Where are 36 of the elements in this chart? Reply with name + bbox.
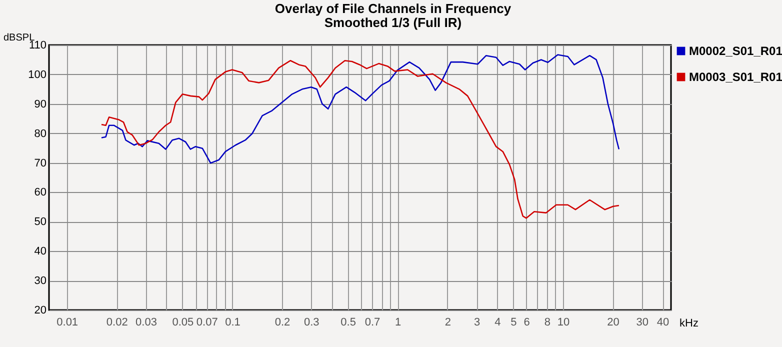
x-tick-label: 0.07 <box>196 316 218 328</box>
x-tick-label: 2 <box>444 316 451 328</box>
x-tick-label: 30 <box>636 316 649 328</box>
y-tick-label: 50 <box>34 216 46 228</box>
y-tick-label: 30 <box>34 275 46 288</box>
x-tick-label: 0.03 <box>136 316 157 328</box>
x-tick-label: 6 <box>524 316 530 328</box>
y-tick-label: 80 <box>34 128 46 140</box>
x-tick-label: 0.5 <box>340 316 356 328</box>
x-tick-label: 10 <box>557 316 570 328</box>
x-tick-label: 40 <box>656 316 670 328</box>
x-tick-label: 4 <box>494 316 501 328</box>
x-tick-label: 0.3 <box>304 316 320 328</box>
legend-label: M0003_S01_R01 <box>689 70 782 84</box>
y-tick-label: 40 <box>34 246 46 258</box>
y-tick-label: 110 <box>28 40 46 52</box>
y-tick-label: 60 <box>34 186 46 199</box>
x-axis-title: kHz <box>680 318 698 330</box>
x-tick-label: 20 <box>607 316 620 328</box>
x-tick-label: 0.02 <box>106 316 128 328</box>
x-tick-label: 3 <box>474 316 480 328</box>
y-tick-label: 100 <box>28 68 46 81</box>
x-tick-label: 0.2 <box>274 316 290 328</box>
x-tick-label: 1 <box>395 316 402 328</box>
x-tick-label: 0.01 <box>56 316 78 328</box>
chart-subtitle: Smoothed 1/3 (Full IR) <box>324 15 462 30</box>
x-tick-label: 0.7 <box>364 316 380 328</box>
y-tick-label: 20 <box>34 304 46 316</box>
y-tick-label: 70 <box>34 157 46 170</box>
legend-label: M0002_S01_R01 <box>689 44 782 58</box>
y-tick-label: 90 <box>34 98 46 110</box>
chart-title: Overlay of File Channels in Frequency <box>274 1 512 16</box>
x-tick-label: 8 <box>544 316 551 328</box>
x-tick-label: 0.1 <box>225 316 240 328</box>
x-tick-label: 0.05 <box>172 316 194 328</box>
x-tick-label: 5 <box>510 316 517 328</box>
